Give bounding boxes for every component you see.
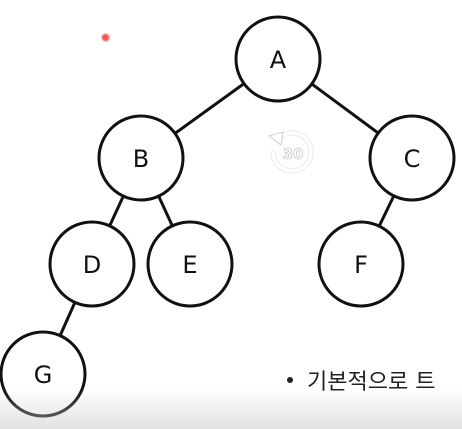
rewind-30-icon: 30: [268, 130, 314, 174]
tree-node-g: G: [0, 330, 87, 418]
rewind-30-label: 30: [283, 145, 304, 163]
tree-node-a: A: [234, 15, 322, 103]
laser-pointer-dot: [101, 33, 110, 42]
tree-nodes: A B C D E F G: [0, 15, 456, 418]
node-label-d: D: [83, 251, 101, 279]
node-label-f: F: [354, 251, 368, 279]
edge-b-d: [108, 195, 125, 227]
node-circle-f: [317, 220, 405, 308]
edge-b-e: [157, 195, 174, 227]
tree-node-e: E: [146, 220, 234, 308]
node-circle-a: [234, 15, 322, 103]
tree-edges: [58, 82, 396, 337]
edge-d-g: [58, 301, 77, 337]
edge-a-b: [174, 82, 245, 135]
node-label-b: B: [133, 145, 149, 173]
bullet-text: 기본적으로 트: [307, 370, 436, 395]
tree-node-c: C: [368, 114, 456, 202]
node-circle-c: [368, 114, 456, 202]
node-label-c: C: [404, 145, 421, 173]
edge-a-c: [310, 82, 380, 135]
tree-node-f: F: [317, 220, 405, 308]
node-label-g: G: [34, 361, 53, 389]
node-circle-b: [97, 114, 185, 202]
edge-c-f: [377, 195, 396, 227]
tree-node-d: D: [48, 220, 136, 308]
node-circle-d: [48, 220, 136, 308]
bullet-dot: [287, 377, 293, 383]
node-label-e: E: [182, 251, 197, 279]
node-circle-e: [146, 220, 234, 308]
rewind-30-button[interactable]: 30: [263, 124, 321, 182]
bullet-point: 기본적으로 트: [287, 364, 435, 396]
tree-node-b: B: [97, 114, 185, 202]
node-label-a: A: [270, 46, 287, 74]
